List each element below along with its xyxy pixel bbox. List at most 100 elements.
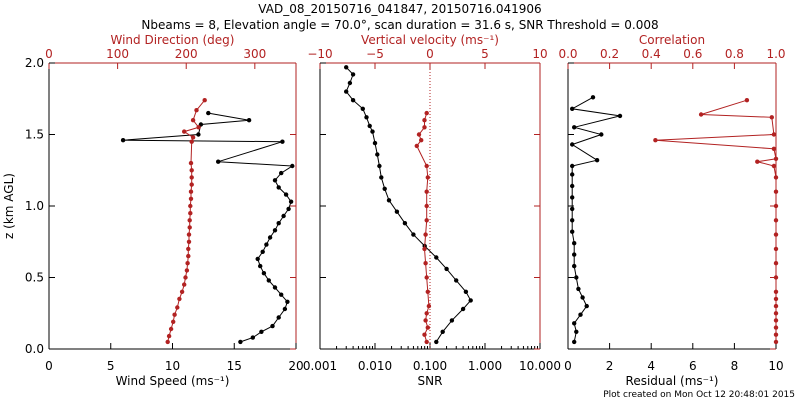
wind-speed-point bbox=[270, 323, 275, 329]
top-tick-label: 0.4 bbox=[642, 47, 661, 61]
vertical-velocity-point bbox=[422, 118, 427, 123]
vertical-velocity-point bbox=[419, 138, 424, 143]
correlation-line bbox=[655, 99, 777, 342]
bottom-tick-label: 10.000 bbox=[519, 359, 561, 373]
correlation-point bbox=[744, 98, 750, 103]
wind-direction-point bbox=[196, 125, 201, 130]
top-tick-label: 0.8 bbox=[725, 47, 744, 61]
wind-direction-point bbox=[168, 326, 174, 332]
bottom-tick-label: 0 bbox=[45, 359, 53, 373]
wind-speed-point bbox=[290, 163, 295, 169]
top-axis-label: Vertical velocity (ms⁻¹) bbox=[361, 33, 499, 47]
snr-point bbox=[463, 289, 469, 294]
figure-title-line1: VAD_08_20150716_041847, 20150716.041906 bbox=[258, 2, 541, 16]
wind-direction-point bbox=[172, 312, 177, 317]
panel-wind: 0 5 10 15 20 Wind Speed (ms⁻¹) 0 100 200 300 Wind … bbox=[2, 33, 304, 388]
wind-speed-point bbox=[276, 221, 281, 226]
wind-direction-point bbox=[187, 225, 192, 230]
bottom-tick-label: 10 bbox=[768, 359, 783, 373]
y-tick-label: 2.0 bbox=[25, 56, 44, 70]
top-tick-label: 200 bbox=[175, 47, 198, 61]
snr-point bbox=[394, 209, 400, 214]
vertical-velocity-point bbox=[425, 325, 430, 330]
snr-point bbox=[468, 298, 473, 303]
wind-speed-point bbox=[238, 339, 243, 345]
wind-direction-point bbox=[188, 211, 193, 216]
vertical-velocity-point bbox=[422, 125, 427, 130]
wind-direction-point bbox=[189, 175, 194, 180]
snr-point bbox=[367, 123, 372, 129]
figure-title-line2: Nbeams = 8, Elevation angle = 70.0°, sca… bbox=[141, 18, 658, 32]
residual-point bbox=[570, 206, 575, 212]
bottom-tick-label: 20 bbox=[288, 359, 303, 373]
wind-speed-point bbox=[250, 335, 255, 340]
residual-point bbox=[570, 229, 575, 234]
vertical-velocity-point bbox=[424, 110, 429, 116]
vertical-velocity-point bbox=[424, 339, 429, 345]
top-tick-label: 0.6 bbox=[683, 47, 702, 61]
wind-direction-point bbox=[175, 305, 180, 310]
top-axis-label: Correlation bbox=[639, 33, 705, 47]
residual-point bbox=[572, 263, 577, 269]
correlation-point bbox=[771, 163, 777, 169]
vertical-velocity-point bbox=[416, 132, 422, 137]
correlation-point bbox=[773, 339, 779, 345]
wind-speed-point bbox=[261, 271, 267, 276]
residual-point bbox=[572, 125, 577, 130]
correlation-point bbox=[698, 112, 704, 117]
wind-speed-point bbox=[282, 306, 288, 312]
residual-point bbox=[572, 252, 577, 257]
plot-footer: Plot created on Mon Oct 12 20:48:01 2015 bbox=[603, 390, 795, 400]
bottom-axis-label: Residual (ms⁻¹) bbox=[626, 374, 719, 388]
bottom-tick-label: 8 bbox=[731, 359, 739, 373]
residual-point bbox=[572, 241, 577, 246]
snr-line bbox=[345, 66, 472, 343]
wind-direction-point bbox=[187, 218, 192, 223]
wind-direction-point bbox=[185, 261, 190, 266]
snr-point bbox=[344, 65, 349, 70]
wind-direction-point bbox=[177, 296, 182, 302]
snr-point bbox=[370, 129, 375, 134]
wind-speed-point bbox=[216, 159, 221, 164]
wind-speed-point bbox=[120, 138, 126, 143]
wind-direction-point bbox=[189, 168, 194, 173]
vertical-velocity-point bbox=[414, 143, 419, 149]
correlation-point bbox=[773, 232, 779, 237]
vertical-velocity-point bbox=[423, 232, 428, 237]
vertical-velocity-point bbox=[423, 318, 428, 323]
snr-point bbox=[344, 89, 349, 94]
residual-point bbox=[572, 339, 577, 345]
snr-point bbox=[377, 163, 382, 169]
correlation-point bbox=[773, 189, 779, 194]
wind-speed-point bbox=[279, 292, 284, 297]
snr-point bbox=[449, 318, 455, 323]
residual-point bbox=[570, 195, 575, 200]
wind-speed-point bbox=[272, 228, 278, 233]
wind-direction-point bbox=[202, 98, 207, 103]
snr-point bbox=[372, 140, 378, 146]
vertical-velocity-point bbox=[424, 275, 429, 280]
vertical-velocity-point bbox=[424, 189, 429, 194]
correlation-point bbox=[773, 156, 779, 161]
wind-direction-point bbox=[188, 203, 193, 209]
correlation-point bbox=[773, 218, 779, 223]
bottom-tick-label: 6 bbox=[689, 359, 697, 373]
wind-speed-point bbox=[286, 206, 291, 212]
wind-direction-point bbox=[189, 182, 194, 187]
snr-point bbox=[440, 329, 445, 334]
correlation-point bbox=[773, 325, 779, 330]
wind-speed-point bbox=[264, 242, 269, 247]
snr-point bbox=[350, 98, 356, 103]
wind-direction-point bbox=[188, 189, 194, 194]
vertical-velocity-point bbox=[426, 303, 432, 309]
wind-direction-point bbox=[183, 275, 188, 280]
vertical-velocity-point bbox=[425, 175, 430, 180]
top-tick-label: 5 bbox=[481, 47, 489, 61]
vertical-velocity-point bbox=[423, 261, 428, 266]
wind-speed-point bbox=[288, 199, 294, 204]
wind-direction-point bbox=[171, 319, 176, 324]
bottom-tick-label: 0.100 bbox=[413, 359, 447, 373]
snr-point bbox=[411, 232, 416, 237]
wind-direction-point bbox=[182, 129, 187, 134]
residual-point bbox=[570, 183, 575, 189]
